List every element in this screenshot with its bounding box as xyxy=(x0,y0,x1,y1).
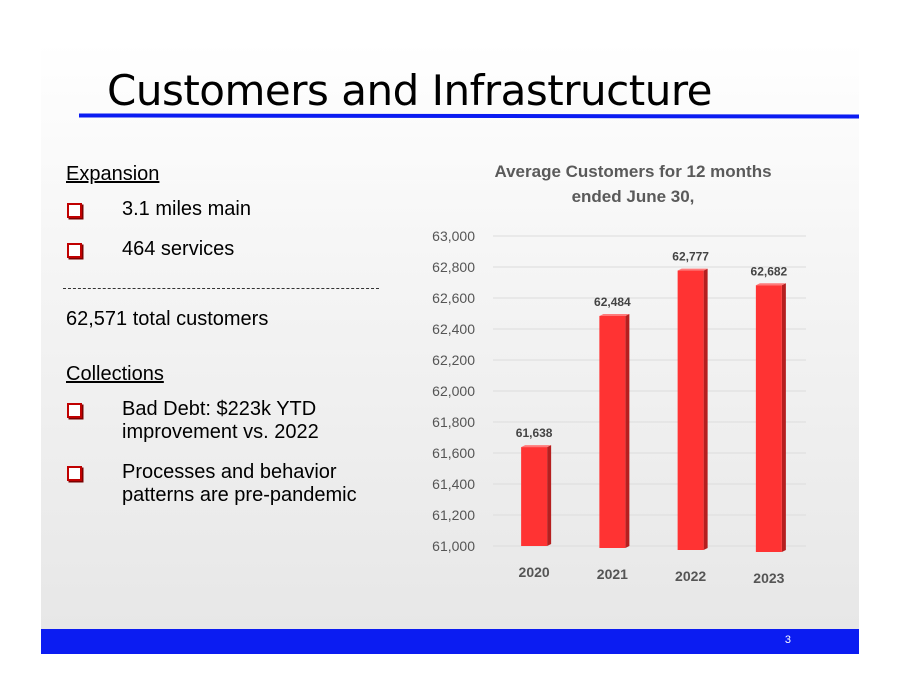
x-category-label: 2023 xyxy=(753,570,784,586)
y-tick-label: 61,200 xyxy=(432,507,475,523)
chart-title-line: Average Customers for 12 months xyxy=(494,162,772,181)
bar-top xyxy=(599,313,630,316)
slide-title: Customers and Infrastructure xyxy=(107,66,713,115)
bullet-text: Processes and behavior patterns are pre-… xyxy=(122,461,357,507)
x-category-label: 2020 xyxy=(519,564,550,580)
y-tick-label: 62,000 xyxy=(432,383,475,399)
bar-side xyxy=(547,445,552,546)
bullet-text-line: patterns are pre-pandemic xyxy=(122,484,357,506)
dashed-divider xyxy=(63,288,379,289)
y-tick-label: 63,000 xyxy=(432,228,475,244)
bar-side xyxy=(781,283,786,552)
left-text-panel: Expansion 3.1 miles main 464 services 62… xyxy=(41,41,401,654)
y-tick-label: 62,800 xyxy=(432,259,475,275)
checkbox-bullet-icon xyxy=(67,243,82,258)
total-customers: 62,571 total customers xyxy=(66,308,269,330)
data-label: 62,777 xyxy=(672,250,709,264)
page-number: 3 xyxy=(784,634,791,646)
y-tick-label: 61,600 xyxy=(432,445,475,461)
y-tick-label: 62,600 xyxy=(432,290,475,306)
list-item: Bad Debt: $223k YTD improvement vs. 2022 xyxy=(67,398,319,444)
list-item: 3.1 miles main xyxy=(67,198,251,221)
slide: Customers and Infrastructure Expansion 3… xyxy=(41,41,859,654)
y-tick-label: 61,400 xyxy=(432,476,475,492)
bar-side xyxy=(625,313,630,548)
collections-heading: Collections xyxy=(66,363,164,385)
bullet-text-line: Bad Debt: $223k YTD xyxy=(122,398,317,420)
list-item: 464 services xyxy=(67,238,234,261)
bar-side xyxy=(703,268,708,550)
bullet-text-line: improvement vs. 2022 xyxy=(122,421,319,443)
bullet-text-line: Processes and behavior xyxy=(122,461,337,483)
bar xyxy=(599,315,626,548)
bullet-text: 3.1 miles main xyxy=(122,198,251,220)
y-tick-label: 62,200 xyxy=(432,352,475,368)
chart-title: Average Customers for 12 months ended Ju… xyxy=(461,159,805,209)
checkbox-bullet-icon xyxy=(67,466,82,481)
y-tick-label: 61,000 xyxy=(432,538,475,554)
checkbox-bullet-icon xyxy=(67,203,82,218)
data-label: 61,638 xyxy=(516,426,553,440)
chart-title-line: ended June 30, xyxy=(571,187,695,206)
checkbox-bullet-icon xyxy=(67,403,82,418)
data-label: 62,682 xyxy=(751,264,788,278)
bar-top xyxy=(521,445,552,448)
bullet-text: 464 services xyxy=(122,238,235,260)
expansion-heading: Expansion xyxy=(66,163,160,185)
data-label: 62,484 xyxy=(594,295,631,309)
y-tick-label: 61,800 xyxy=(432,414,475,430)
bar-top xyxy=(677,268,708,271)
bar xyxy=(677,270,704,550)
footer-bar: 3 xyxy=(41,629,859,654)
bar-chart: 61,000 61,200 61,400 61,600 61,800 62,000 62,2… xyxy=(432,228,806,586)
bar-top xyxy=(755,283,786,286)
bar xyxy=(521,447,548,546)
bullet-text: Bad Debt: $223k YTD improvement vs. 2022 xyxy=(122,398,319,444)
y-tick-label: 62,400 xyxy=(432,321,475,337)
x-category-label: 2021 xyxy=(597,566,628,582)
list-item: Processes and behavior patterns are pre-… xyxy=(67,461,357,507)
x-category-label: 2022 xyxy=(675,568,706,584)
bar xyxy=(755,285,782,552)
